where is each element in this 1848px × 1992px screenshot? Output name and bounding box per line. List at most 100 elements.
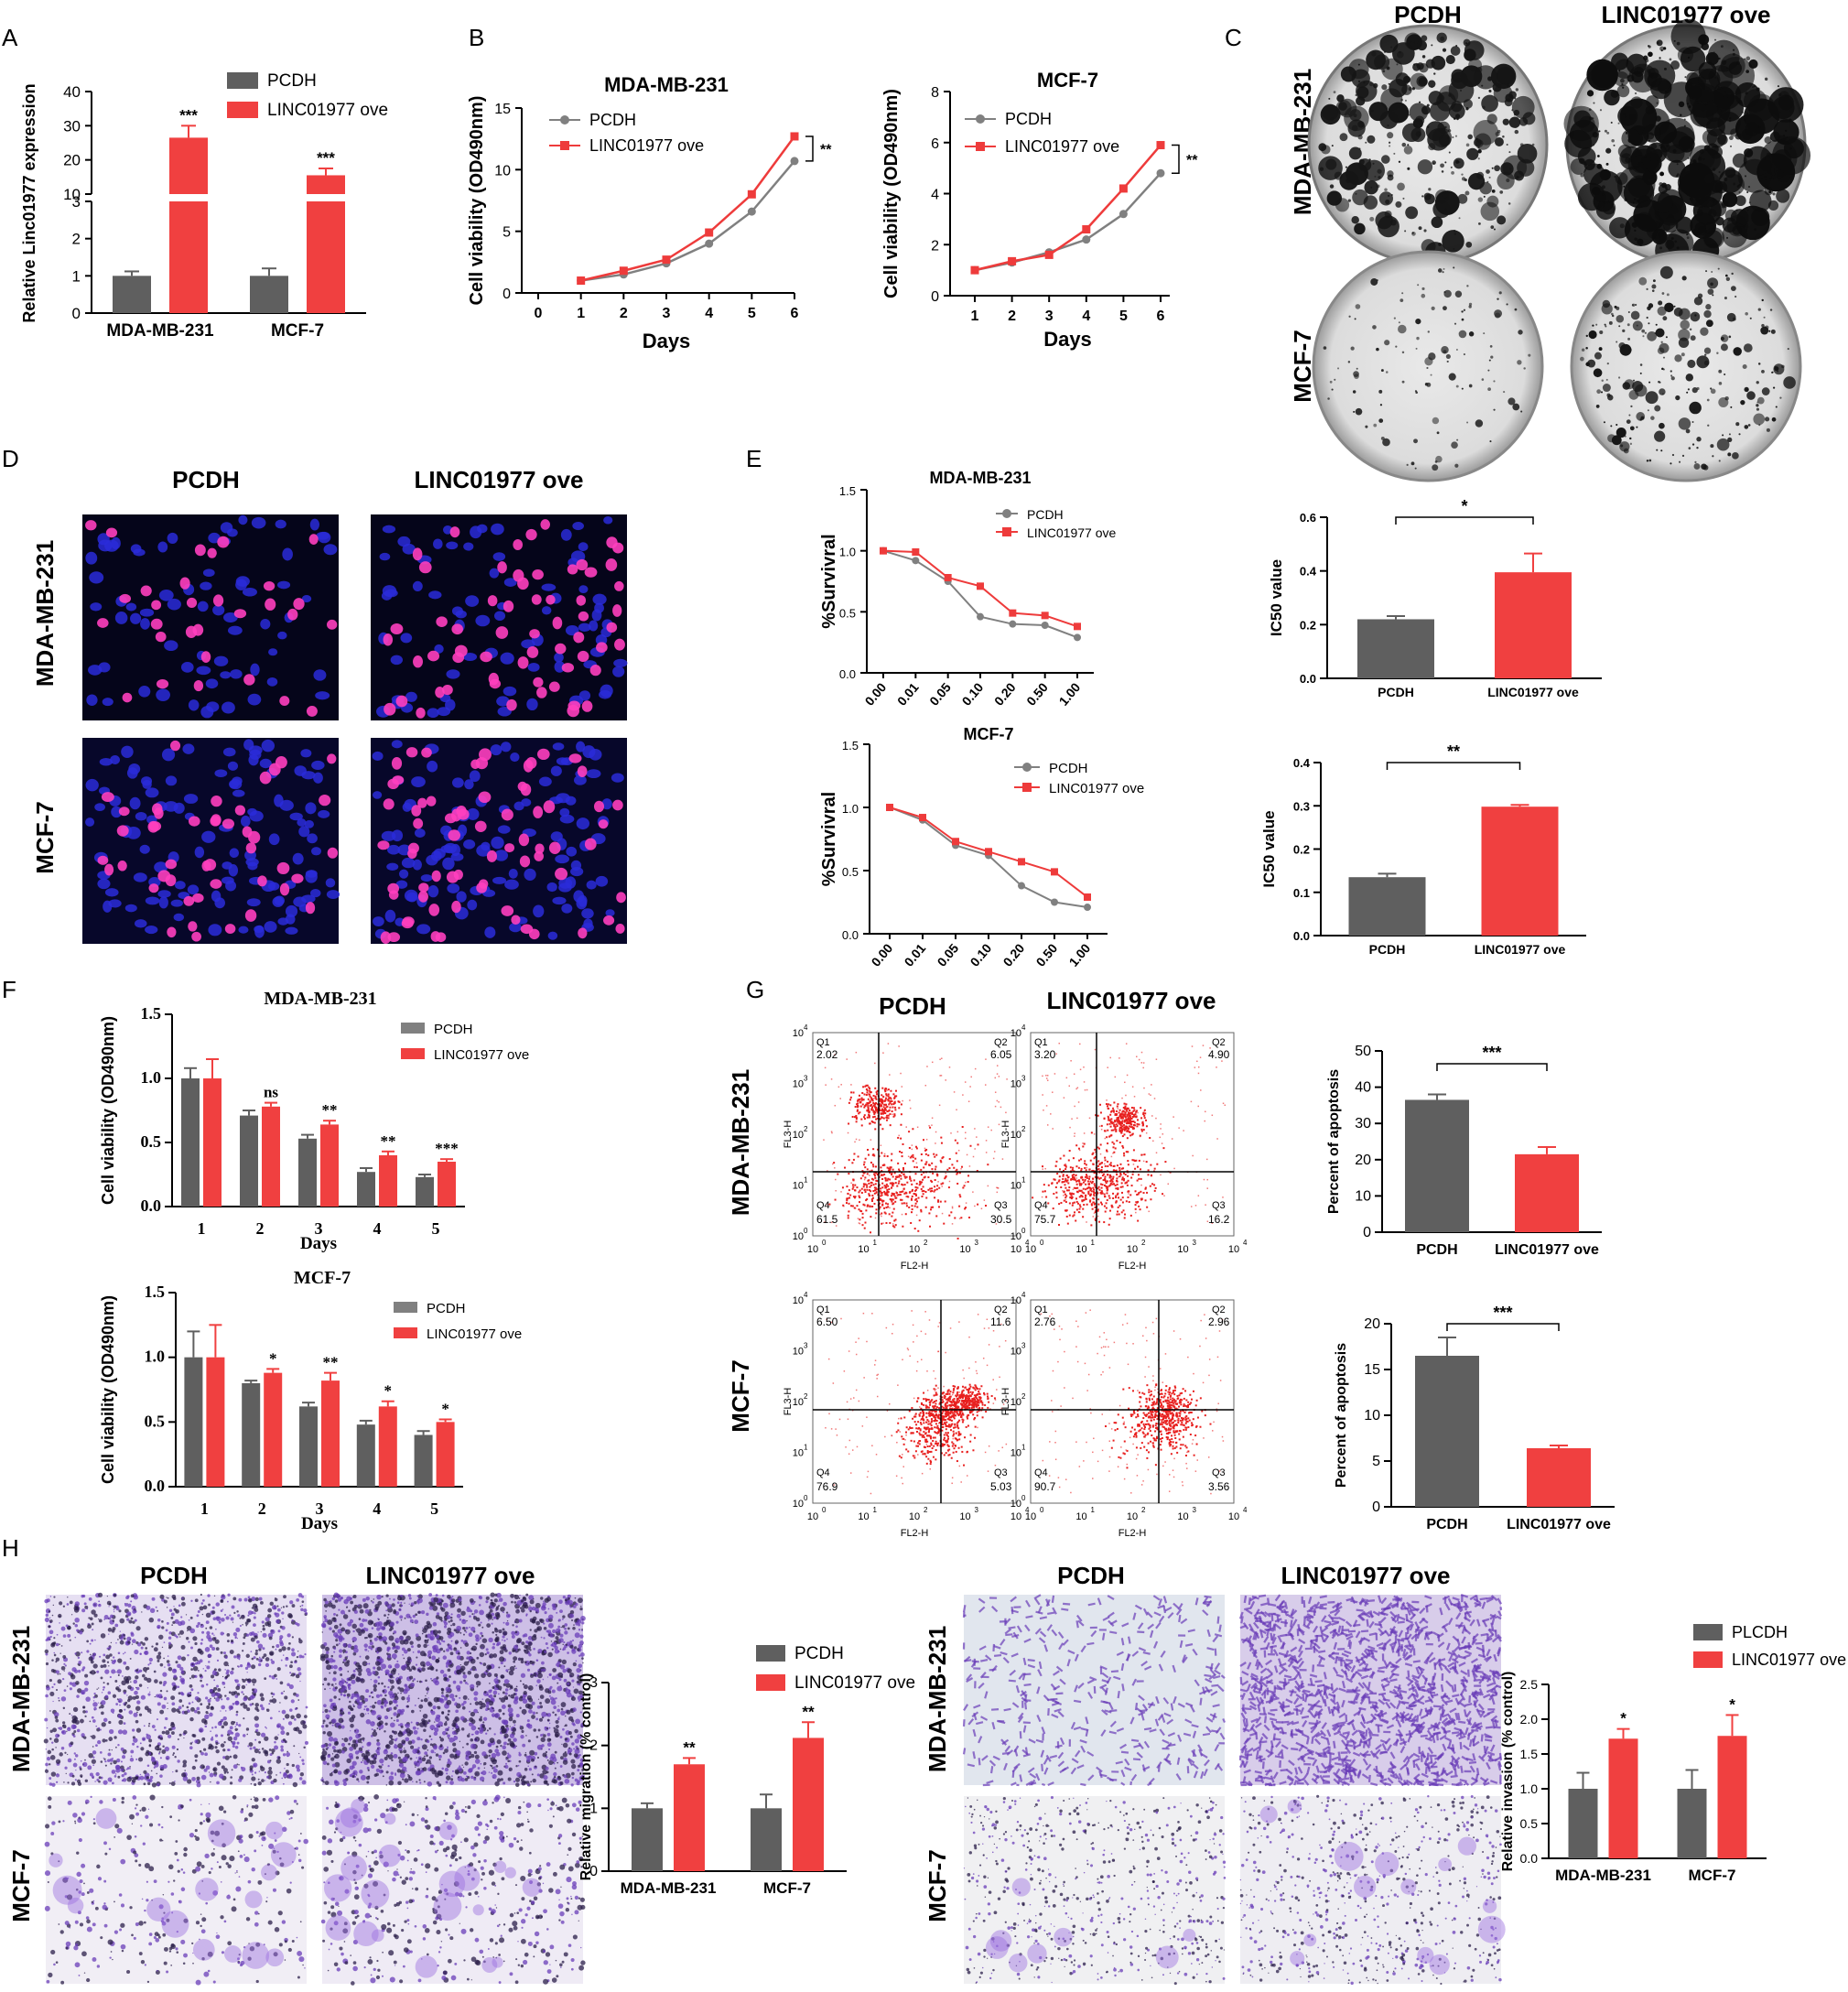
event-dot <box>916 1186 919 1189</box>
event-dot <box>1086 1221 1087 1223</box>
event-dot <box>934 1405 936 1408</box>
colony <box>1748 201 1751 204</box>
event-dot <box>909 1156 912 1159</box>
colony <box>1616 423 1618 427</box>
event-dot <box>1055 1160 1058 1163</box>
event-dot <box>867 1470 870 1473</box>
event-dot <box>994 1399 997 1401</box>
event-dot <box>864 1183 867 1185</box>
event-dot <box>875 1212 878 1215</box>
nucleus <box>372 751 384 762</box>
event-dot <box>1117 1187 1119 1190</box>
event-dot <box>1167 1433 1170 1435</box>
event-dot <box>1120 1167 1123 1170</box>
event-dot <box>875 1172 878 1175</box>
event-dot <box>953 1408 956 1411</box>
event-dot <box>850 1091 853 1094</box>
event-dot <box>1129 1117 1132 1120</box>
event-dot <box>902 1466 904 1467</box>
nucleus <box>426 854 438 866</box>
flow-plot-frame <box>812 1299 1017 1504</box>
event-dot <box>925 1427 928 1430</box>
colony <box>1764 176 1767 179</box>
colony <box>1412 62 1421 71</box>
edu-positive-nucleus <box>183 895 195 906</box>
colony <box>1618 325 1621 328</box>
event-dot <box>924 1311 926 1313</box>
event-dot <box>1115 1196 1118 1199</box>
event-dot <box>830 1078 833 1080</box>
event-dot <box>1062 1177 1064 1180</box>
event-dot <box>1132 1149 1135 1152</box>
colony <box>1520 410 1523 413</box>
event-dot <box>859 1189 861 1192</box>
event-dot <box>891 1200 893 1203</box>
event-dot <box>937 1206 940 1208</box>
colony <box>1428 80 1436 88</box>
event-dot <box>1074 1135 1075 1137</box>
event-dot <box>1138 1430 1140 1433</box>
event-dot <box>924 1084 927 1087</box>
event-dot <box>956 1393 959 1396</box>
event-dot <box>935 1131 937 1133</box>
colony <box>1724 373 1726 376</box>
event-dot <box>1163 1195 1165 1196</box>
edu-positive-nucleus <box>598 819 609 829</box>
event-dot <box>1161 1423 1163 1425</box>
event-dot <box>882 1096 885 1099</box>
event-dot <box>1108 1218 1111 1220</box>
event-dot <box>1189 1393 1192 1396</box>
nucleus <box>99 757 113 766</box>
event-dot <box>1146 1191 1149 1194</box>
event-dot <box>889 1178 892 1181</box>
event-dot <box>956 1425 959 1428</box>
event-dot <box>871 1196 874 1199</box>
edu-positive-nucleus <box>387 932 401 943</box>
event-dot <box>1145 1401 1148 1403</box>
event-dot <box>1112 1192 1115 1195</box>
colony <box>1720 336 1724 341</box>
event-dot <box>950 1132 952 1134</box>
event-dot <box>923 1398 925 1401</box>
nucleus <box>554 652 564 663</box>
event-dot <box>1179 1447 1182 1450</box>
event-dot <box>998 1123 1000 1126</box>
event-dot <box>1078 1180 1081 1183</box>
event-dot <box>1134 1204 1137 1207</box>
event-dot <box>1115 1113 1118 1116</box>
colony <box>1493 380 1496 383</box>
event-dot <box>1112 1121 1115 1124</box>
event-dot <box>851 1205 854 1207</box>
event-dot <box>948 1414 951 1416</box>
colony <box>1654 430 1666 442</box>
event-dot <box>968 1367 970 1370</box>
edu-positive-nucleus <box>501 905 514 916</box>
event-dot <box>981 1407 984 1410</box>
event-dot <box>948 1448 951 1451</box>
event-dot <box>1144 1112 1147 1115</box>
colony <box>1364 180 1378 195</box>
event-dot <box>874 1217 877 1219</box>
event-dot <box>865 1084 868 1087</box>
nucleus <box>139 608 155 617</box>
event-dot <box>945 1432 947 1434</box>
event-dot <box>1119 1166 1121 1169</box>
colony <box>1651 192 1673 213</box>
event-dot <box>1119 1205 1121 1207</box>
colony <box>1764 136 1772 145</box>
colony <box>1482 105 1486 109</box>
edu-positive-nucleus <box>435 687 445 698</box>
colony <box>1614 305 1617 309</box>
event-dot <box>915 1183 918 1185</box>
event-dot <box>858 1191 860 1194</box>
event-dot <box>843 1370 846 1372</box>
event-dot <box>922 1411 924 1413</box>
event-dot <box>1164 1422 1167 1424</box>
event-dot <box>948 1066 951 1068</box>
event-dot <box>1117 1108 1119 1110</box>
event-dot <box>916 1360 919 1363</box>
event-dot <box>889 1207 891 1209</box>
event-dot <box>1093 1195 1096 1197</box>
event-dot <box>1151 1398 1153 1401</box>
